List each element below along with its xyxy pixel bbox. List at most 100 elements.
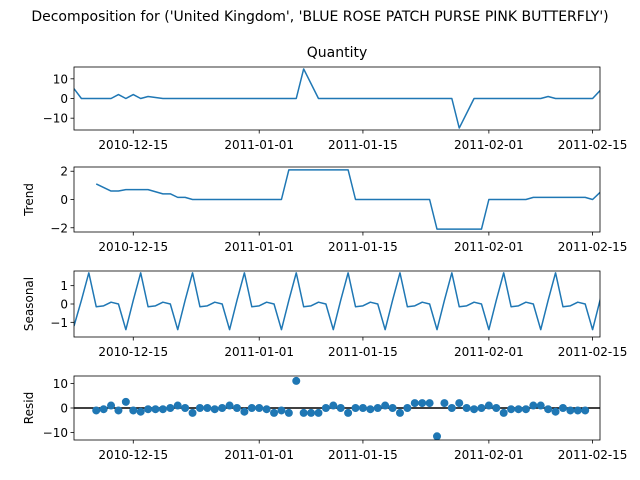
panel-2: −2 0 2 2010-12-15 2011-01-01 2011-01-15 2011-0… [22,165,627,254]
resid-point [188,408,197,417]
resid-point [218,404,227,412]
resid-point [462,404,471,412]
figure-suptitle: Decomposition for ('United Kingdom', 'BL… [31,9,608,25]
resid-point [366,405,375,414]
panel-1: −10 0 10 2010-12-15 2011-01-01 2011-01-15 2011… [43,45,628,152]
series-line-1 [95,169,600,230]
resid-point [121,397,130,406]
resid-point [321,404,330,412]
series-line-1 [74,272,600,331]
resid-point [492,404,501,412]
resid-point [573,406,582,415]
x-tick-label: 2011-02-15 [558,448,628,462]
x-tick-label: 2011-01-01 [224,138,294,152]
x-tick-label: 2011-02-15 [558,240,628,254]
x-tick-label: 2010-12-15 [98,448,168,462]
x-tick-label: 2011-02-01 [454,240,524,254]
resid-point [114,406,123,415]
plot-area [74,68,600,129]
resid-point [477,404,486,412]
resid-point [166,404,175,412]
resid-point [255,404,264,412]
resid-point [551,407,560,416]
resid-point [455,399,464,408]
plot-area [74,272,600,331]
resid-point [247,404,256,412]
resid-point [299,408,308,417]
y-axis-label: Resid [22,392,36,424]
y-tick-label: 0 [60,402,68,416]
resid-point [536,401,545,410]
y-axis-label: Trend [22,183,36,217]
y-tick-label: −2 [50,221,68,235]
y-tick-label: 10 [53,72,68,86]
resid-point [529,401,538,410]
x-tick-label: 2010-12-15 [98,240,168,254]
resid-point [381,401,390,410]
x-tick-label: 2011-02-01 [454,345,524,359]
y-tick-label: −1 [50,316,68,330]
x-tick-label: 2011-02-15 [558,138,628,152]
resid-point [358,404,367,412]
resid-point [173,401,182,410]
resid-point [307,408,316,417]
resid-point [92,406,101,415]
resid-point [351,404,360,412]
x-tick-label: 2011-01-15 [328,138,398,152]
resid-point [470,405,479,414]
resid-point [403,404,412,412]
resid-point [544,405,553,414]
x-tick-label: 2011-02-01 [454,138,524,152]
resid-point [240,407,249,416]
x-tick-label: 2010-12-15 [98,138,168,152]
resid-point [225,401,234,410]
resid-point [499,408,508,417]
resid-point [144,405,153,414]
resid-point [507,405,516,414]
y-tick-label: 0 [60,298,68,312]
resid-point [99,405,108,414]
resid-point [425,399,434,408]
y-tick-label: −10 [43,112,68,126]
y-tick-label: 2 [60,165,68,179]
resid-point [292,376,301,385]
x-tick-label: 2011-02-15 [558,345,628,359]
resid-point [373,404,382,412]
y-tick-label: −10 [43,426,68,440]
x-tick-label: 2011-02-01 [454,448,524,462]
resid-point [514,405,523,414]
resid-point [262,405,271,414]
y-tick-label: 1 [60,279,68,293]
resid-point [558,404,567,412]
panel-3: −1 0 1 2010-12-15 2011-01-01 2011-01-15 2011-0… [22,270,628,359]
resid-point [277,406,286,415]
x-tick-label: 2011-01-01 [224,448,294,462]
resid-point [195,404,204,412]
x-tick-label: 2010-12-15 [98,345,168,359]
resid-point [136,407,145,416]
resid-point [107,401,116,410]
x-tick-label: 2011-01-01 [224,240,294,254]
x-tick-label: 2011-01-15 [328,345,398,359]
resid-point [158,405,167,414]
resid-point [284,408,293,417]
resid-point [210,405,219,414]
plot-area [74,376,600,440]
x-tick-label: 2011-01-15 [328,448,398,462]
resid-point [484,401,493,410]
resid-point [314,408,323,417]
panel-4: −10 0 10 2010-12-15 2011-01-01 2011-01-15 2011… [22,375,628,462]
resid-point [344,408,353,417]
resid-point [336,404,345,412]
resid-point [433,432,442,440]
resid-point [388,404,397,412]
resid-point [181,404,190,412]
x-tick-label: 2011-01-01 [224,345,294,359]
y-tick-label: 0 [60,193,68,207]
y-axis-label: Seasonal [22,277,36,331]
resid-point [329,401,338,410]
resid-point [581,406,590,415]
resid-point [129,406,138,415]
resid-point [203,404,212,412]
